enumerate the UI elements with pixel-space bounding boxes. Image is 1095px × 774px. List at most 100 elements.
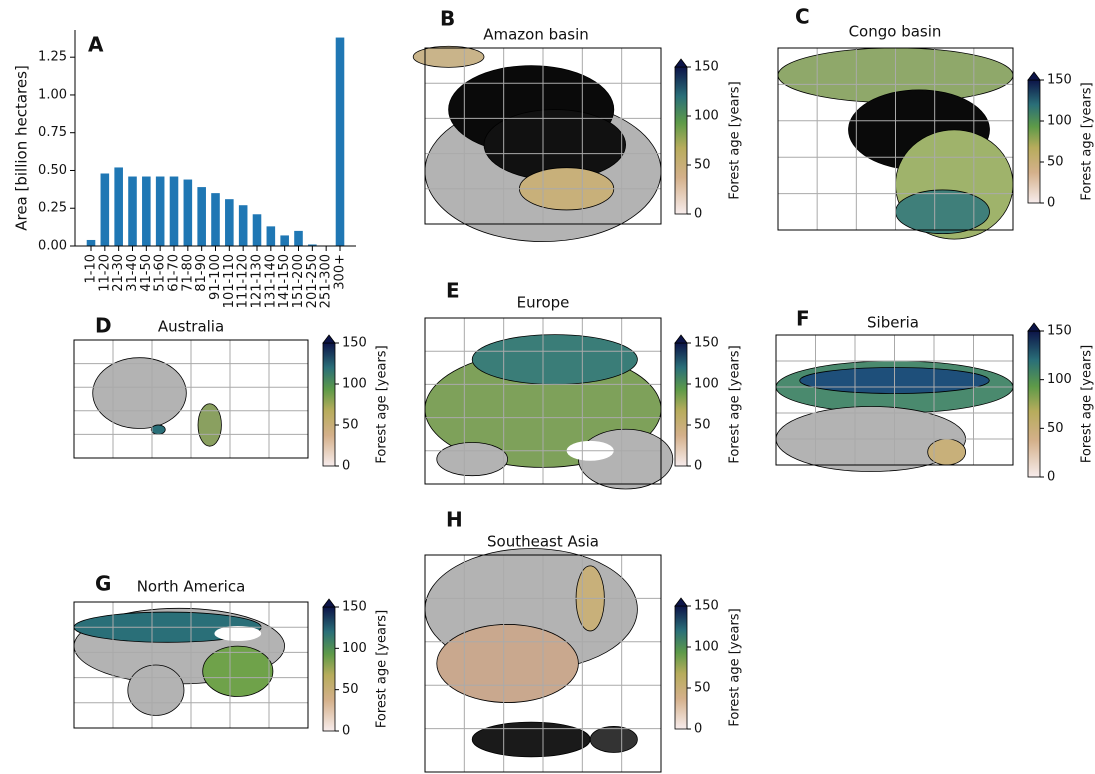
x-tick-label: 1-10 (84, 254, 99, 284)
bar (142, 176, 151, 246)
bar (266, 226, 276, 246)
colorbar-extend (674, 334, 688, 344)
land (436, 624, 579, 703)
colorbar-tick-label: 50 (694, 418, 711, 433)
map-title: Australia (158, 318, 224, 336)
colorbar-tick-label: 150 (694, 60, 719, 75)
bar (183, 179, 193, 246)
colorbar-tick-label: 50 (342, 682, 359, 697)
colorbar-tick-label: 0 (1047, 196, 1055, 211)
bar (155, 176, 165, 246)
panel-letter: H (446, 508, 463, 532)
colorbar (674, 342, 688, 467)
x-tick-label: 41-50 (139, 254, 154, 292)
y-tick-label: 0.50 (38, 163, 67, 178)
land (927, 438, 966, 466)
colorbar (674, 605, 688, 730)
x-tick-label: 151-200 (291, 254, 306, 308)
land (150, 424, 166, 435)
bar (252, 214, 262, 246)
colorbar-label: Forest age [years] (375, 610, 390, 728)
map-frame (424, 47, 662, 225)
colorbar-tick-label: 150 (694, 599, 719, 614)
bar (86, 239, 96, 246)
bar (225, 199, 234, 246)
colorbar-tick-label: 50 (1047, 421, 1064, 436)
x-tick-label: 141-150 (277, 254, 292, 308)
colorbar-tick-label: 50 (1047, 155, 1064, 170)
map-frame (73, 339, 309, 459)
colorbar-tick-label: 0 (1047, 470, 1055, 485)
map-title: Europe (517, 294, 570, 312)
land (436, 442, 509, 477)
x-tick-label: 91-100 (208, 254, 223, 300)
land (589, 726, 638, 753)
colorbar-label: Forest age [years] (1080, 345, 1095, 463)
land (895, 189, 990, 235)
map-frame (424, 554, 662, 773)
x-tick-label: 111-120 (236, 254, 251, 308)
colorbar-tick-label: 0 (342, 724, 350, 739)
x-tick-label: 300+ (333, 254, 348, 290)
panel-letter: C (795, 5, 810, 29)
map-frame (775, 334, 1014, 466)
colorbar-tick-label: 0 (694, 722, 702, 737)
bar (128, 176, 137, 246)
panel-letter: A (88, 33, 104, 57)
x-tick-label: 61-70 (167, 254, 182, 292)
colorbar-label: Forest age [years] (728, 608, 743, 726)
colorbar-tick-label: 100 (1047, 372, 1072, 387)
bar (211, 193, 220, 246)
colorbar (1027, 79, 1041, 204)
panel-letter: G (95, 572, 111, 596)
land (214, 625, 262, 642)
x-tick-label: 21-30 (111, 254, 126, 292)
land (412, 45, 485, 68)
colorbar-extend (674, 597, 688, 607)
map-title: Siberia (867, 314, 919, 332)
colorbar-tick-label: 100 (342, 641, 367, 656)
colorbar-extend (322, 334, 336, 344)
bar (335, 37, 345, 247)
colorbar (1027, 330, 1041, 478)
colorbar (322, 342, 336, 467)
colorbar-tick-label: 150 (342, 336, 367, 351)
colorbar-tick-label: 150 (694, 336, 719, 351)
map-frame (73, 601, 309, 729)
map-title: Southeast Asia (487, 533, 599, 551)
map-frame (424, 317, 662, 485)
colorbar-tick-label: 50 (694, 681, 711, 696)
colorbar-tick-label: 0 (342, 459, 350, 474)
y-tick-label: 0.75 (38, 125, 67, 140)
colorbar-tick-label: 150 (342, 600, 367, 615)
colorbar-tick-label: 150 (1047, 73, 1072, 88)
panel-letter: F (796, 307, 810, 331)
y-tick-label: 0.00 (38, 239, 67, 254)
map-title: Congo basin (849, 23, 942, 41)
colorbar-label: Forest age [years] (375, 345, 390, 463)
colorbar-extend (1027, 322, 1041, 332)
x-tick-label: 31-40 (125, 254, 140, 292)
x-tick-label: 71-80 (180, 254, 195, 292)
y-axis-label: Area [billion hectares] (13, 65, 31, 231)
x-tick-label: 11-20 (97, 254, 112, 292)
land (197, 403, 222, 447)
land (127, 664, 185, 716)
panel-letter: E (446, 279, 460, 303)
land (471, 334, 638, 385)
colorbar-tick-label: 100 (694, 377, 719, 392)
bar (280, 235, 289, 246)
colorbar-label: Forest age [years] (1080, 82, 1095, 200)
x-tick-label: 131-140 (263, 254, 278, 308)
land (202, 645, 274, 697)
colorbar-tick-label: 50 (694, 158, 711, 173)
map-title: Amazon basin (483, 26, 589, 44)
bar (197, 187, 206, 246)
colorbar (674, 66, 688, 215)
colorbar-tick-label: 0 (694, 459, 702, 474)
colorbar-tick-label: 100 (1047, 114, 1072, 129)
colorbar-tick-label: 50 (342, 418, 359, 433)
map-frame (777, 47, 1014, 231)
bar (114, 167, 123, 246)
